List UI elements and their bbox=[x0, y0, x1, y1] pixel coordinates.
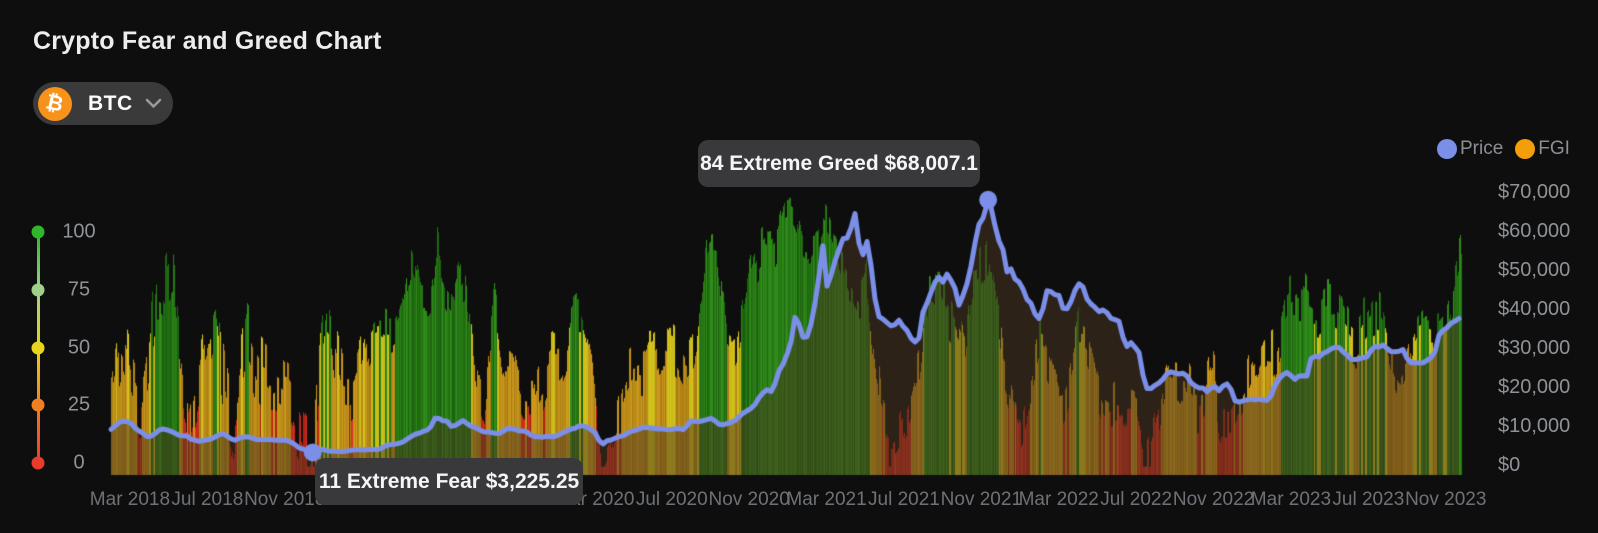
price-axis-label: $10,000 bbox=[1498, 415, 1571, 437]
x-axis-label: Nov 2018 bbox=[244, 489, 326, 510]
chart-legend: Price FGI bbox=[1437, 138, 1570, 160]
x-axis-label: Jul 2021 bbox=[868, 489, 940, 510]
x-axis-label: Jul 2023 bbox=[1332, 489, 1405, 510]
fgi-legend-label: FGI bbox=[1538, 138, 1570, 159]
x-axis-label: Mar 2023 bbox=[1250, 489, 1332, 510]
price-axis-label: $70,000 bbox=[1498, 181, 1571, 203]
tooltip-extreme-greed: 84 Extreme Greed $68,007.1 bbox=[698, 140, 980, 187]
legend-item-fgi[interactable]: FGI bbox=[1515, 138, 1570, 160]
x-axis-label: Mar 2018 bbox=[89, 489, 171, 510]
price-legend-label: Price bbox=[1460, 138, 1504, 159]
price-axis-label: $50,000 bbox=[1498, 259, 1571, 281]
x-axis-label: Jul 2020 bbox=[635, 489, 708, 510]
x-axis-label: Jul 2022 bbox=[1100, 489, 1173, 510]
fgi-axis-dot bbox=[31, 456, 45, 470]
price-axis-label: $20,000 bbox=[1498, 376, 1571, 398]
x-axis-label: Nov 2020 bbox=[708, 489, 790, 510]
page-title: Crypto Fear and Greed Chart bbox=[33, 27, 382, 55]
tooltip-extreme-fear: 11 Extreme Fear $3,225.25 bbox=[315, 458, 583, 505]
price-legend-dot-icon bbox=[1437, 139, 1457, 159]
x-axis-label: Nov 2021 bbox=[940, 489, 1023, 510]
fgi-axis-label: 25 bbox=[67, 393, 91, 416]
x-axis-label: Nov 2022 bbox=[1172, 489, 1255, 510]
coin-selector-button[interactable]: ₿ BTC bbox=[33, 82, 173, 125]
bitcoin-glyph: ₿ bbox=[44, 89, 67, 117]
x-axis-label: Nov 2023 bbox=[1405, 489, 1487, 510]
x-axis-label: Jul 2018 bbox=[171, 489, 244, 510]
fgi-axis-dot bbox=[31, 225, 45, 239]
coin-selector-label: BTC bbox=[88, 91, 133, 115]
x-axis-label: Mar 2022 bbox=[1018, 489, 1099, 510]
price-axis-label: $0 bbox=[1498, 454, 1521, 476]
x-axis-label: Mar 2021 bbox=[786, 489, 867, 510]
legend-item-price[interactable]: Price bbox=[1437, 138, 1503, 160]
bitcoin-icon: ₿ bbox=[38, 86, 72, 121]
fgi-axis-label: 75 bbox=[67, 278, 91, 301]
fgi-axis-dot bbox=[31, 398, 45, 412]
fgi-axis-label: 100 bbox=[62, 220, 96, 243]
fgi-axis-dot bbox=[31, 283, 45, 297]
price-axis-label: $40,000 bbox=[1498, 298, 1571, 320]
fgi-legend-dot-icon bbox=[1515, 139, 1536, 159]
fgi-axis-label: 50 bbox=[67, 336, 91, 358]
chevron-down-icon bbox=[145, 98, 162, 109]
fgi-axis-dot bbox=[31, 341, 45, 354]
price-axis-label: $60,000 bbox=[1498, 220, 1571, 242]
fgi-axis-label: 0 bbox=[73, 451, 85, 474]
price-axis-label: $30,000 bbox=[1498, 337, 1571, 359]
